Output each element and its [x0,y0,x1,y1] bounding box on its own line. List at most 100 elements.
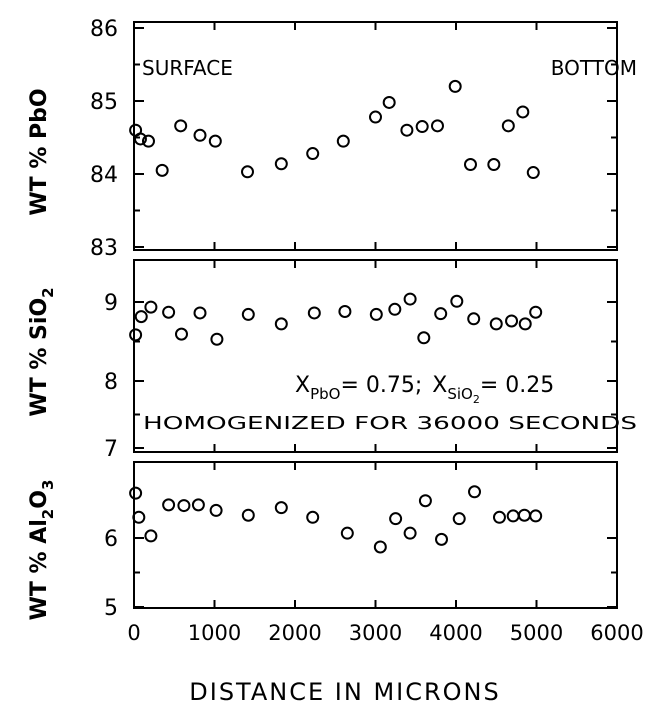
data-point [306,147,320,161]
x-tick-label: 0 [127,621,140,645]
data-point [274,157,288,171]
ylabel-al2o3-mid: O [27,490,52,509]
data-point [338,304,352,318]
x-tick-label: 6000 [590,621,643,645]
data-point [417,331,431,345]
data-point [415,120,429,134]
data-point [144,300,158,314]
data-point [155,163,169,177]
ylabel-pbo: WT % PbO [27,88,52,215]
data-point [529,509,543,523]
y-tick-label: 84 [90,163,118,188]
data-point [141,134,155,148]
data-point [241,165,255,179]
data-point [434,307,448,321]
data-point [210,332,224,346]
data-point [526,166,540,180]
data-point [162,305,176,319]
data-point [208,134,222,148]
data-point [274,501,288,515]
data-point [529,305,543,319]
y-tick-label: 6 [104,527,118,552]
x-tick-label: 5000 [510,621,563,645]
data-point [274,317,288,331]
data-point [369,110,382,124]
y-tick-label: 8 [104,370,118,395]
data-point [388,302,402,316]
data-point [307,306,321,320]
annotation-sub-a: PbO [310,385,340,403]
data-point [134,310,148,324]
data-point [487,158,501,172]
panel-frame-3 [133,461,618,609]
data-point [174,119,188,133]
data-point [340,526,354,540]
data-point [241,307,255,321]
data-point [517,508,531,522]
data-point [369,307,383,321]
data-point [209,503,223,517]
data-point [400,123,414,137]
data-point [162,498,176,512]
ylabel-al2o3: WT % Al2O3 [27,480,57,621]
data-point [306,510,320,524]
data-point [132,510,146,524]
y-tick-label: 86 [90,17,118,42]
x-tick-label: 2000 [268,621,321,645]
data-point [435,532,449,546]
data-point [144,529,158,543]
y-tick-label: 83 [90,236,118,261]
ylabel-sio2: WT % SiO2 [27,287,57,416]
annotation-bottom: BOTTOM [551,56,637,80]
y-tick-label: 5 [104,596,118,621]
data-point [403,292,417,306]
data-point [506,509,520,523]
data-point [467,312,481,326]
ylabel-sio2-main: WT % SiO [27,298,52,417]
data-point [133,132,147,146]
x-tick-label: 4000 [429,621,482,645]
annotation-x-b: X [432,373,447,398]
data-point [489,317,503,331]
ylabel-al2o3-sub2: 3 [39,480,57,490]
annotation-val-a: = 0.75; [340,373,422,398]
data-point [177,499,191,513]
data-point [241,508,255,522]
data-point [452,512,466,526]
data-point [129,486,143,500]
annotation-val-b: = 0.25 [480,373,554,398]
ylabel-al2o3-sub1: 2 [39,509,57,519]
y-tick-label: 85 [90,90,118,115]
annotation-sub-b: SiO [447,385,473,403]
panels: 83 84 85 86 7 8 9 5 6 0 1000 2000 3000 4000 5000 6000 [90,17,644,645]
data-point [505,314,519,328]
xlabel: DISTANCE IN MICRONS [189,678,500,706]
data-point [463,158,477,172]
annotation-homogenized: HOMOGENIZED FOR 36000 SECONDS [143,413,637,434]
annotation-x-a: X [295,373,310,398]
data-point [193,128,207,142]
annotation-sub-b2: 2 [473,393,480,406]
data-point [403,526,417,540]
data-point [430,119,444,133]
data-point [389,512,403,526]
data-point [382,95,396,109]
annotation-mole-fractions: XPbO= 0.75; XSiO2= 0.25 [295,373,554,406]
data-point [193,306,207,320]
data-point [492,510,506,524]
data-point [468,485,482,499]
annotation-surface: SURFACE [142,56,233,80]
data-point [516,105,530,119]
y-tick-label: 9 [104,291,118,316]
data-point [448,79,462,93]
data-point [418,494,432,508]
data-point [450,294,464,308]
data-point [191,498,205,512]
ylabel-sio2-sub: 2 [39,287,57,297]
data-point [501,119,515,133]
data-point [518,317,532,331]
data-point [373,540,387,554]
x-tick-label: 1000 [188,621,241,645]
x-tick-label: 3000 [349,621,402,645]
